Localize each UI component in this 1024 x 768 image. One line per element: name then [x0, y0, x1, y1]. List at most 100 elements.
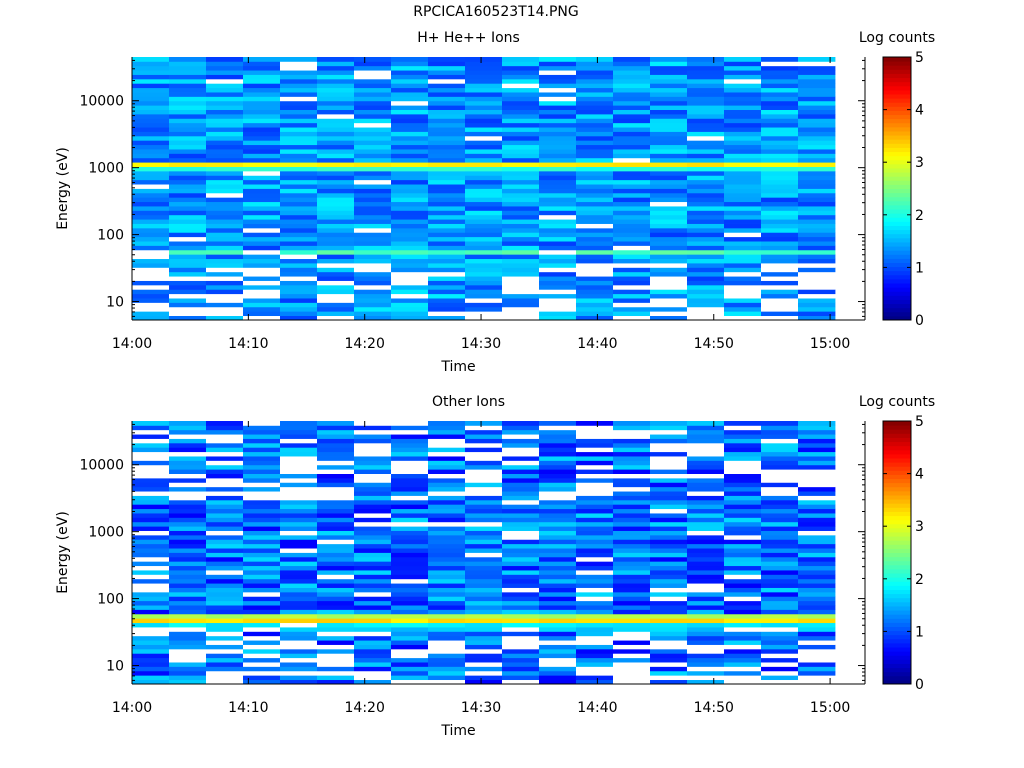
colorbar-swatch: [883, 589, 911, 595]
heatmap-cell: [687, 670, 725, 676]
heatmap-cell: [465, 214, 503, 220]
heatmap-cell: [502, 140, 540, 146]
heatmap-cell: [243, 464, 281, 470]
heatmap-cell: [428, 666, 466, 672]
heatmap-cell: [724, 605, 762, 610]
heatmap-cell: [687, 495, 725, 501]
heatmap-cell: [687, 508, 725, 514]
heatmap-cell: [428, 302, 466, 308]
heatmap-cell: [280, 513, 318, 518]
heatmap-cell: [280, 201, 318, 207]
heatmap-cell: [761, 508, 799, 514]
heatmap-cell: [465, 451, 503, 457]
heatmap-cell: [724, 298, 762, 303]
heatmap-cell: [391, 140, 429, 146]
heatmap-cell: [798, 578, 836, 584]
heatmap-cell: [428, 144, 466, 150]
heatmap-cell: [169, 613, 207, 619]
heatmap-cell: [687, 442, 725, 448]
heatmap-cell: [761, 289, 799, 295]
heatmap-cell: [613, 65, 651, 71]
heatmap-cell: [687, 210, 725, 216]
colorbar-swatch: [883, 437, 911, 443]
heatmap-cell: [317, 491, 355, 496]
heatmap-cell: [317, 482, 355, 488]
heatmap-cell: [613, 127, 651, 132]
heatmap-cell: [687, 170, 725, 176]
heatmap-cell: [613, 622, 651, 628]
heatmap-cell: [539, 675, 577, 681]
heatmap-cell: [613, 570, 651, 575]
heatmap-cell: [428, 447, 466, 453]
heatmap-cell: [502, 232, 540, 238]
heatmap-cell: [132, 184, 170, 189]
heatmap-cell: [206, 315, 244, 321]
heatmap-cell: [613, 670, 651, 676]
colorbar-tick-label: 5: [915, 414, 924, 430]
heatmap-cell: [428, 74, 466, 80]
colorbar-label: Log counts: [859, 394, 935, 410]
heatmap-cell: [428, 109, 466, 115]
heatmap-cell: [169, 679, 207, 685]
heatmap-cell: [539, 530, 577, 536]
heatmap-cell: [798, 184, 836, 189]
heatmap-cell: [243, 425, 281, 431]
heatmap-cell: [169, 276, 207, 281]
heatmap-cell: [724, 517, 762, 523]
heatmap-cell: [798, 170, 836, 176]
heatmap-cell: [539, 271, 577, 277]
heatmap-cell: [798, 591, 836, 597]
heatmap-cell: [465, 574, 503, 580]
heatmap-cell: [761, 271, 799, 277]
heatmap-cell: [650, 236, 688, 242]
heatmap-cell: [502, 87, 540, 93]
heatmap-cell: [724, 175, 762, 181]
heatmap-cell: [539, 456, 577, 461]
heatmap-cell: [576, 552, 614, 558]
y-axis-label: Energy (eV): [55, 511, 71, 594]
heatmap-cell: [280, 596, 318, 602]
heatmap-cell: [391, 456, 429, 461]
heatmap-cell: [280, 548, 318, 553]
heatmap-cell: [761, 96, 799, 102]
heatmap-cell: [391, 302, 429, 308]
heatmap-cell: [354, 534, 392, 540]
heatmap-cell: [280, 421, 318, 426]
heatmap-cell: [761, 653, 799, 659]
heatmap-cell: [613, 429, 651, 435]
heatmap-cell: [465, 241, 503, 246]
heatmap-cell: [502, 298, 540, 303]
heatmap-cell: [317, 245, 355, 251]
heatmap-cell: [465, 548, 503, 553]
heatmap-cell: [576, 596, 614, 602]
heatmap-cell: [613, 219, 651, 224]
colorbar-swatch: [883, 647, 911, 652]
heatmap-cell: [724, 87, 762, 93]
heatmap-cell: [132, 175, 170, 181]
heatmap-cell: [576, 508, 614, 514]
heatmap-cell: [539, 486, 577, 492]
heatmap-cell: [243, 578, 281, 584]
heatmap-cell: [798, 622, 836, 628]
heatmap-cell: [502, 473, 540, 479]
heatmap-cell: [354, 469, 392, 474]
heatmap-cell: [391, 122, 429, 128]
heatmap-cell: [169, 504, 207, 510]
heatmap-cell: [502, 482, 540, 488]
heatmap-cell: [465, 631, 503, 637]
heatmap-cell: [317, 78, 355, 84]
heatmap-cell: [761, 236, 799, 242]
heatmap-cell: [576, 679, 614, 685]
heatmap-cell: [724, 600, 762, 606]
heatmap-cell: [613, 170, 651, 176]
heatmap-cell: [613, 442, 651, 448]
heatmap-cell: [317, 197, 355, 203]
heatmap-cell: [798, 280, 836, 286]
heatmap-cell: [243, 92, 281, 97]
heatmap-cell: [354, 464, 392, 470]
heatmap-cell: [169, 477, 207, 483]
heatmap-cell: [576, 162, 614, 167]
heatmap-cell: [317, 447, 355, 453]
heatmap-cell: [243, 109, 281, 115]
heatmap-cell: [576, 87, 614, 93]
